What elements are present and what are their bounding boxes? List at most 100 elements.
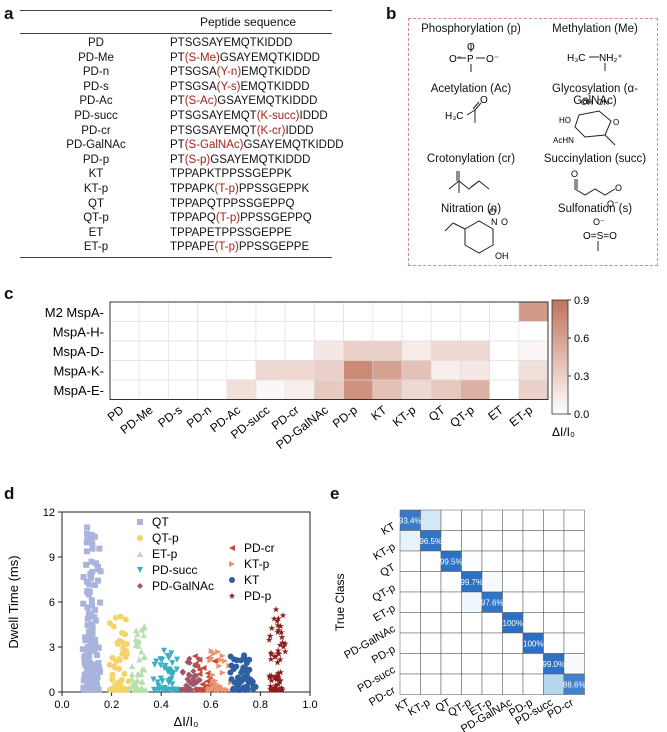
legend-label: PD-succ — [152, 563, 197, 577]
legend-label: PD-p — [244, 589, 272, 603]
data-point — [165, 669, 172, 676]
data-point — [82, 656, 89, 663]
heatmap-cell — [401, 301, 432, 322]
phosphate-p: P — [467, 54, 474, 65]
peptide-sequence: PT(S-GalNAc)GSAYEMQTKIDDD — [170, 138, 344, 153]
peptide-row: PD-Ac PT(S-Ac)GSAYEMQTKIDDD — [20, 94, 332, 109]
data-point — [83, 530, 90, 537]
peptide-row: KT-p TPPAPK(T-p)PPSSGEPPK — [20, 182, 332, 197]
heatmap-cell — [109, 321, 140, 342]
heatmap-cell — [168, 379, 198, 400]
data-point — [87, 659, 94, 666]
modification-segment: (Y-s) — [216, 80, 241, 93]
heatmap-panel-c: M2 MspA-MspA-H-MspA-D-MspA-K-MspA-E-PDPD… — [45, 295, 590, 452]
heatmap-cell — [372, 360, 403, 381]
modification-segment: (S-Me) — [184, 51, 220, 64]
heatmap-cell — [197, 321, 228, 342]
data-point — [186, 659, 193, 666]
peptide-name: ET — [88, 226, 104, 239]
row-class-label: ET-p — [371, 602, 397, 624]
data-point — [241, 686, 248, 693]
modification-segment: (K-succ) — [256, 109, 300, 122]
confusion-cell — [440, 530, 462, 552]
data-point — [80, 677, 87, 684]
phosphate-structure — [457, 44, 485, 72]
data-point — [88, 531, 95, 538]
y-tick-label: 0 — [49, 687, 55, 699]
confusion-cell — [563, 632, 585, 654]
heatmap-cell — [197, 340, 228, 361]
ptm-label-sulfonation: Sulfonation (s) — [557, 203, 633, 215]
peptide-name: QT — [88, 197, 104, 210]
heatmap-cell — [314, 379, 344, 400]
heatmap-cell — [138, 340, 169, 361]
data-point — [88, 597, 95, 604]
data-point — [270, 615, 278, 622]
heatmap-frame — [109, 301, 549, 400]
heatmap-cell — [518, 360, 549, 381]
sequence-segment: IDDD — [299, 109, 328, 122]
sequence-segment: PTSGSA — [170, 66, 217, 79]
data-point — [196, 666, 203, 673]
heatmap-cell — [255, 379, 286, 400]
legend-label: KT — [244, 573, 260, 587]
phosphate-o-left: O⁻ — [449, 54, 462, 65]
data-point — [88, 677, 95, 684]
legend-label: QT-p — [152, 531, 179, 545]
heatmap-cell — [138, 360, 169, 381]
data-point — [271, 653, 279, 660]
peptide-name: PD-succ — [74, 109, 118, 122]
heatmap-cell — [314, 360, 344, 381]
y-tick-label: 3 — [49, 642, 55, 654]
data-point — [92, 560, 99, 567]
heatmap-cell — [460, 379, 490, 400]
legend-label: KT-p — [244, 557, 270, 571]
data-point — [80, 600, 87, 607]
heatmap-cell — [372, 340, 403, 361]
methyl-nh2: NH₂⁺ — [599, 53, 623, 64]
data-point — [266, 672, 274, 679]
sequence-segment: IDDD — [285, 124, 314, 137]
sequence-segment: TPPAPE — [170, 241, 215, 254]
data-point — [179, 668, 186, 675]
peptide-row: PD-s PTSGSA(Y-s)EMQTKIDDD — [20, 80, 332, 95]
confusion-cell — [461, 591, 483, 613]
scatter-panel-d: 0.0 0.2 0.4 0.6 0.8 1.0 0 3 6 9 12 ΔI/I₀ Dwell Time … — [6, 507, 318, 729]
heatmap-cell — [255, 340, 286, 361]
data-point — [269, 686, 276, 693]
heatmap-cell — [226, 340, 257, 361]
confusion-cell — [440, 571, 462, 593]
modification-segment: (T-p) — [214, 182, 239, 195]
x-tick-label: 0.6 — [203, 699, 218, 711]
heatmap-cell — [284, 360, 315, 381]
confusion-cell — [502, 591, 524, 613]
data-point — [274, 626, 282, 634]
data-point — [275, 678, 283, 685]
heatmap-cell — [343, 360, 374, 381]
data-point — [211, 658, 218, 665]
data-point — [271, 674, 278, 682]
peptide-sequence: PTSGSAYEMQT(K-succ)IDDD — [170, 109, 328, 124]
heatmap-col-label: PD-s — [155, 403, 185, 430]
heatmap-cell — [168, 301, 198, 322]
diagonal-value-label: 99.7% — [460, 578, 483, 587]
sequence-segment: TPPAPQTPPSSGEPPQ — [170, 197, 295, 210]
data-point — [88, 574, 95, 581]
confusion-cell — [399, 591, 421, 613]
data-point — [133, 627, 140, 634]
data-point — [221, 658, 228, 665]
data-point — [268, 624, 276, 632]
colorbar-tick-label: 0.6 — [574, 333, 589, 345]
heatmap-col-label: PD-p — [330, 403, 360, 431]
data-point — [138, 626, 145, 633]
confusion-cell — [440, 591, 462, 613]
confusion-cell — [461, 632, 483, 654]
sequence-segment: PPSSGEPPK — [238, 182, 310, 195]
confusion-cell — [543, 550, 565, 572]
confusion-cell — [440, 509, 462, 531]
methyl-structure: H₃C — [567, 53, 586, 64]
data-point — [272, 605, 280, 613]
peptide-sequence: TPPAPK(T-p)PPSSGEPPK — [170, 182, 309, 197]
heatmap-cell — [343, 301, 374, 322]
data-point — [81, 659, 88, 666]
